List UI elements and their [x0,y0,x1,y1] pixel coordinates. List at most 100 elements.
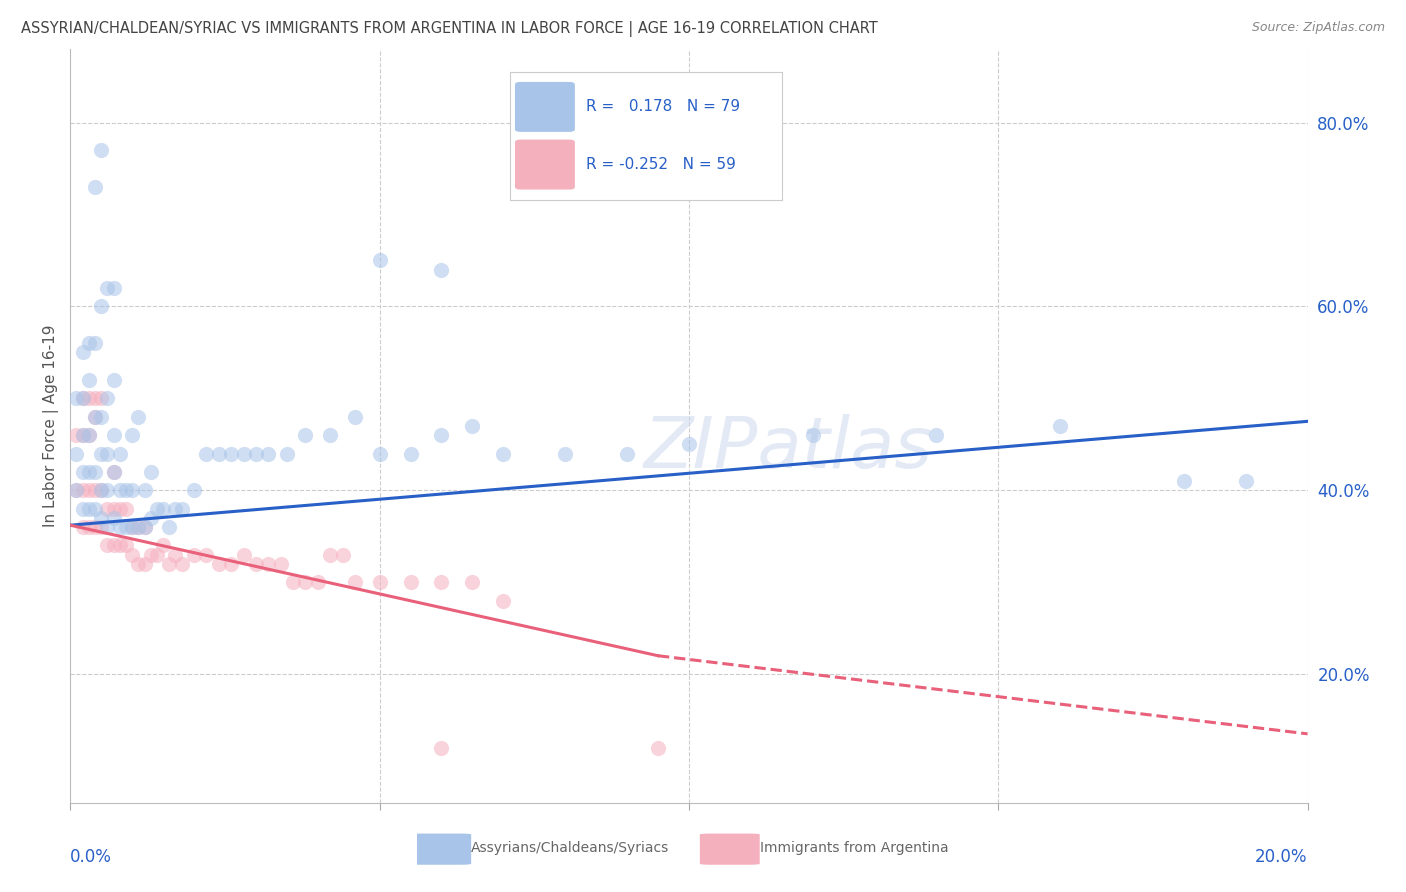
Point [343,409,366,424]
Point [103,465,125,479]
Point [165,501,187,516]
Point [77,336,100,351]
Point [307,575,329,590]
Point [195,548,218,562]
Point [157,557,180,571]
Point [77,428,100,442]
Point [96,483,118,498]
Point [115,501,138,516]
Point [108,483,131,498]
Point [115,483,138,498]
Point [90,446,112,460]
Point [103,373,125,387]
Point [72,345,94,359]
Point [319,548,342,562]
Point [430,575,453,590]
Point [368,446,391,460]
Point [134,557,156,571]
Text: ASSYRIAN/CHALDEAN/SYRIAC VS IMMIGRANTS FROM ARGENTINA IN LABOR FORCE | AGE 16-19: ASSYRIAN/CHALDEAN/SYRIAC VS IMMIGRANTS F… [21,21,877,37]
Point [84,483,107,498]
Point [65,483,87,498]
Point [925,428,948,442]
Point [127,409,149,424]
Point [115,538,138,552]
Point [84,180,107,194]
Point [72,392,94,406]
Point [77,501,100,516]
Point [399,446,422,460]
Point [77,373,100,387]
Point [270,557,292,571]
Point [84,520,107,534]
Point [232,446,254,460]
Point [332,548,354,562]
Point [90,520,112,534]
Point [127,520,149,534]
Text: 20.0%: 20.0% [1256,848,1308,866]
Point [72,501,94,516]
Point [90,483,112,498]
Point [127,520,149,534]
Point [96,520,118,534]
Point [72,465,94,479]
Point [65,446,87,460]
Point [152,538,174,552]
Point [183,548,205,562]
Point [430,428,453,442]
Point [208,446,231,460]
Point [368,253,391,268]
Point [96,446,118,460]
Point [492,446,515,460]
Point [134,520,156,534]
Point [319,428,342,442]
Point [232,548,254,562]
Point [183,483,205,498]
Point [257,446,280,460]
Point [152,501,174,516]
Point [96,501,118,516]
Point [157,520,180,534]
Point [461,419,484,434]
Point [170,501,193,516]
Point [139,511,162,525]
Point [77,465,100,479]
Point [72,428,94,442]
Point [96,281,118,295]
Point [139,465,162,479]
Point [90,392,112,406]
Point [96,538,118,552]
Point [219,446,242,460]
Point [108,446,131,460]
Point [90,511,112,525]
Point [103,538,125,552]
Point [139,548,162,562]
Point [245,557,267,571]
Point [90,409,112,424]
Point [84,409,107,424]
Text: ZIPatlas: ZIPatlas [644,414,932,483]
Point [96,392,118,406]
Point [77,392,100,406]
Point [77,483,100,498]
Point [134,520,156,534]
Point [294,428,316,442]
Point [208,557,231,571]
Point [115,520,138,534]
Point [368,575,391,590]
Point [461,575,484,590]
Point [257,557,280,571]
Point [84,336,107,351]
Point [678,437,700,451]
Point [219,557,242,571]
Point [108,538,131,552]
Point [84,465,107,479]
Point [343,575,366,590]
Point [77,520,100,534]
Point [170,557,193,571]
Point [616,446,638,460]
Point [195,446,218,460]
Point [103,501,125,516]
Point [72,392,94,406]
Point [103,465,125,479]
Point [554,446,576,460]
